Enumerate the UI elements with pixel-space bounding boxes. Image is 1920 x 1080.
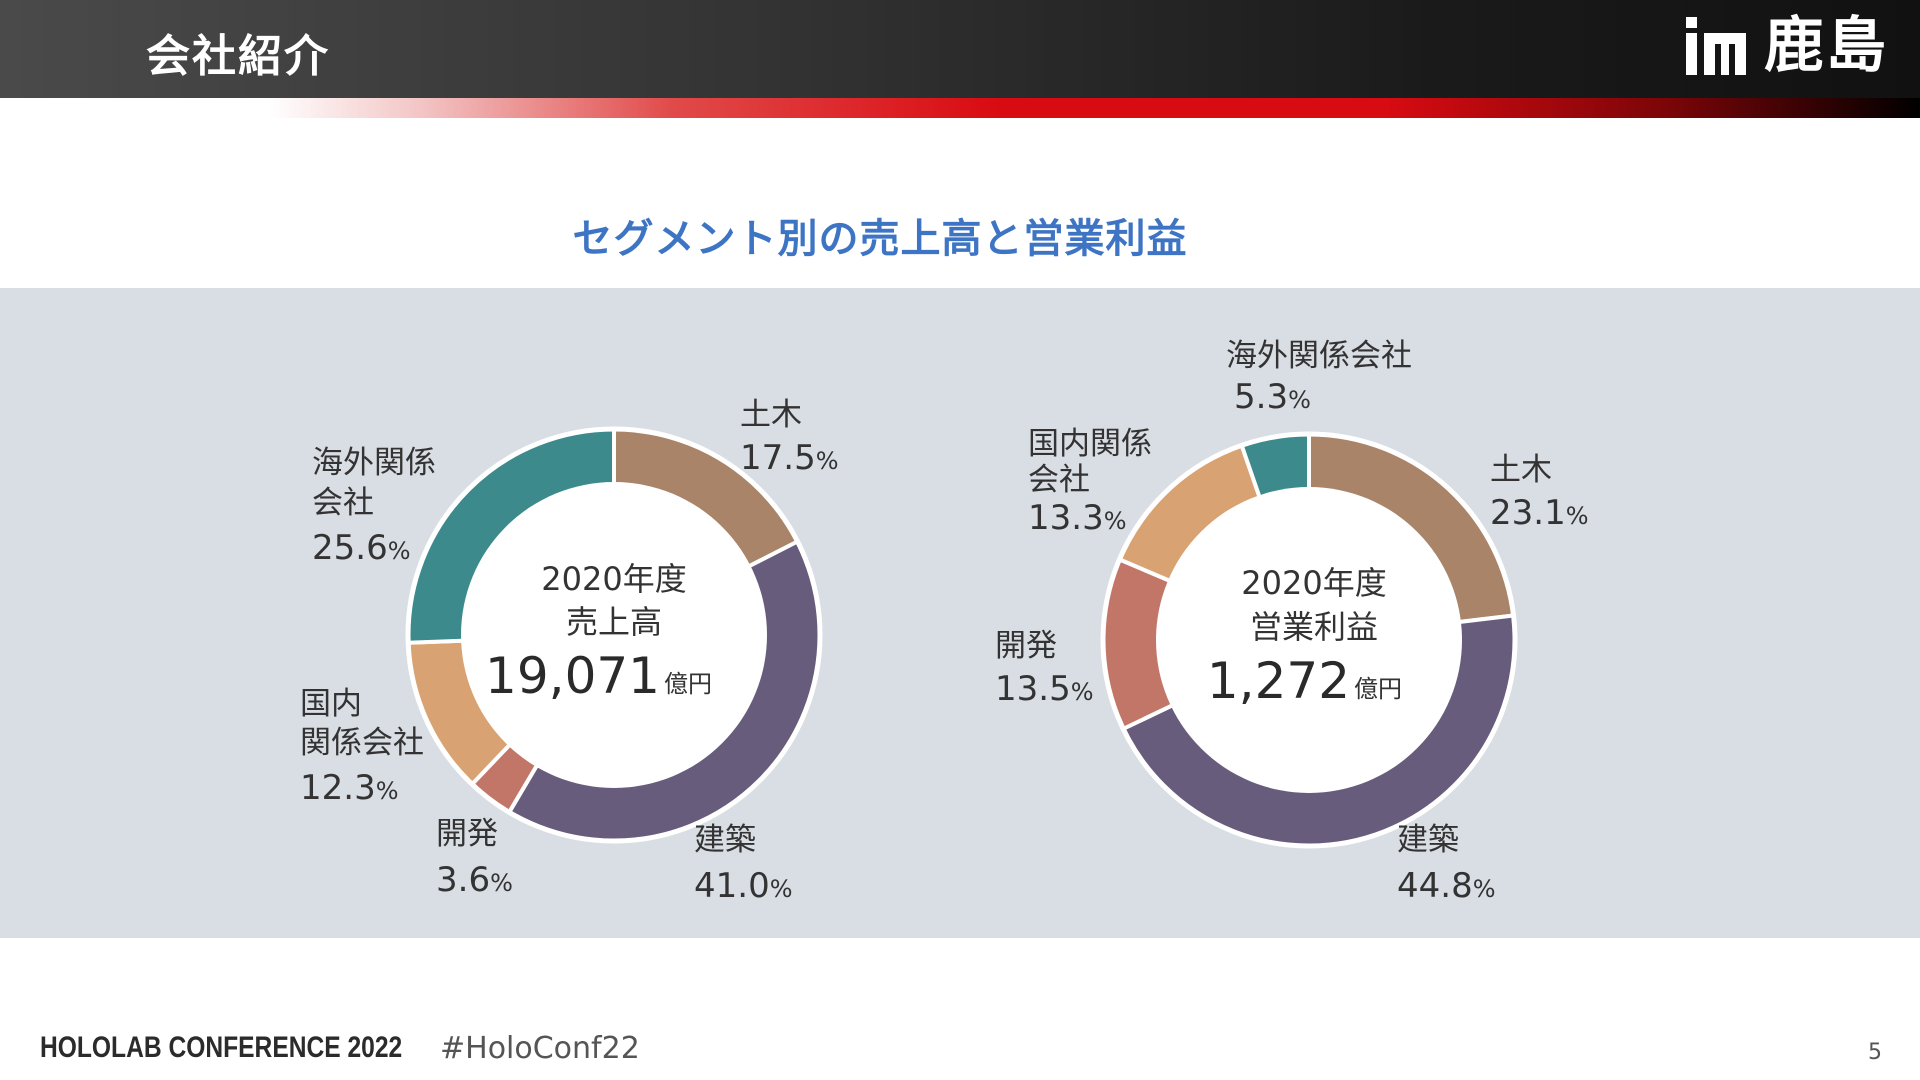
page-title: 会社紹介 [146, 31, 330, 82]
profit-label-doboku: 土木 23.1% [1490, 452, 1589, 533]
profit-center-value: 1,272 [1207, 652, 1350, 710]
label-name: 海外関係 [312, 445, 436, 481]
section-title: セグメント別の売上高と営業利益 [572, 216, 1188, 262]
svg-text:44.8%: 44.8% [1397, 866, 1496, 906]
label-name-2: 会社 [1028, 462, 1090, 498]
pct-unit: % [376, 777, 399, 805]
conference-name: HOLOLAB CONFERENCE 2022 [40, 1031, 403, 1064]
profit-center-unit: 億円 [1354, 675, 1402, 703]
sales-center-label: 売上高 [566, 603, 662, 641]
label-pct: 13.5 [995, 669, 1071, 709]
sales-label-kenchiku: 建築 41.0% [694, 822, 793, 906]
svg-text:3.6%: 3.6% [436, 860, 513, 900]
sales-label-overseas: 海外関係 会社 25.6% [312, 445, 436, 568]
label-name: 建築 [1397, 822, 1459, 858]
svg-text:5.3%: 5.3% [1234, 377, 1311, 417]
profit-donut-hole [1156, 487, 1462, 793]
svg-text:41.0%: 41.0% [694, 866, 793, 906]
page-number: 5 [1868, 1040, 1882, 1065]
logo-text: 鹿島 [1764, 11, 1888, 81]
profit-center-label: 営業利益 [1250, 608, 1378, 646]
label-pct: 12.3 [300, 768, 376, 808]
sales-outer-ring [405, 426, 823, 844]
label-pct: 3.6 [436, 860, 490, 900]
pct-unit: % [1104, 507, 1127, 535]
label-name: 土木 [1490, 452, 1552, 488]
profit-label-domestic: 国内関係 会社 13.3% [1028, 426, 1152, 538]
svg-text:13.3%: 13.3% [1028, 498, 1127, 538]
sales-label-domestic: 国内 関係会社 12.3% [300, 686, 424, 808]
label-name: 海外関係会社 [1226, 338, 1412, 374]
svg-text:17.5%: 17.5% [740, 438, 839, 478]
sales-label-kaihatsu: 開発 3.6% [436, 816, 513, 900]
profit-donut-chart: 2020年度 営業利益 1,272 億円 土木 23.1% 建築 44.8% 開… [995, 338, 1589, 906]
pct-unit: % [1288, 386, 1311, 414]
profit-center-year: 2020年度 [1241, 564, 1386, 602]
sales-label-doboku: 土木 17.5% [740, 397, 839, 478]
sales-donut-hole [461, 482, 767, 788]
sales-center-value: 19,071 [485, 647, 660, 705]
svg-text:23.1%: 23.1% [1490, 493, 1589, 533]
donut-charts-svg: 2020年度 売上高 19,071 億円 土木 17.5% 建築 41.0% 開… [300, 338, 1589, 906]
profit-label-kaihatsu: 開発 13.5% [995, 628, 1094, 709]
svg-text:13.5%: 13.5% [995, 669, 1094, 709]
label-pct: 25.6 [312, 528, 388, 568]
kajima-logo-mark-icon [1686, 17, 1746, 75]
kajima-logo: 鹿島 [1684, 14, 1888, 78]
pct-unit: % [490, 869, 513, 897]
label-name-2: 会社 [312, 485, 374, 521]
profit-label-overseas: 海外関係会社 5.3% [1226, 338, 1412, 417]
sales-center-unit: 億円 [664, 670, 712, 698]
label-name: 土木 [740, 397, 802, 433]
pct-unit: % [1566, 502, 1589, 530]
pct-unit: % [388, 537, 411, 565]
pct-unit: % [816, 447, 839, 475]
label-pct: 17.5 [740, 438, 816, 478]
header-bar: 会社紹介 鹿島 [0, 0, 1920, 98]
label-name: 国内 [300, 686, 362, 722]
label-pct: 5.3 [1234, 377, 1288, 417]
label-pct: 44.8 [1397, 866, 1473, 906]
chart-panel: 2020年度 売上高 19,071 億円 土木 17.5% 建築 41.0% 開… [0, 288, 1920, 938]
conference-hashtag: #HoloConf22 [440, 1031, 640, 1066]
svg-text:25.6%: 25.6% [312, 528, 411, 568]
sales-donut-chart: 2020年度 売上高 19,071 億円 土木 17.5% 建築 41.0% 開… [300, 397, 839, 906]
label-pct: 13.3 [1028, 498, 1104, 538]
pct-unit: % [770, 875, 793, 903]
pct-unit: % [1473, 875, 1496, 903]
label-pct: 41.0 [694, 866, 770, 906]
label-name: 開発 [995, 628, 1057, 664]
label-name: 建築 [694, 822, 756, 858]
label-name: 国内関係 [1028, 426, 1152, 462]
profit-outer-ring [1100, 431, 1518, 849]
label-name: 開発 [436, 816, 498, 852]
accent-gradient-bar [0, 98, 1920, 118]
pct-unit: % [1071, 678, 1094, 706]
sales-center-year: 2020年度 [541, 560, 686, 598]
label-name-2: 関係会社 [300, 725, 424, 761]
label-pct: 23.1 [1490, 493, 1566, 533]
profit-label-kenchiku: 建築 44.8% [1397, 822, 1496, 906]
svg-text:12.3%: 12.3% [300, 768, 399, 808]
